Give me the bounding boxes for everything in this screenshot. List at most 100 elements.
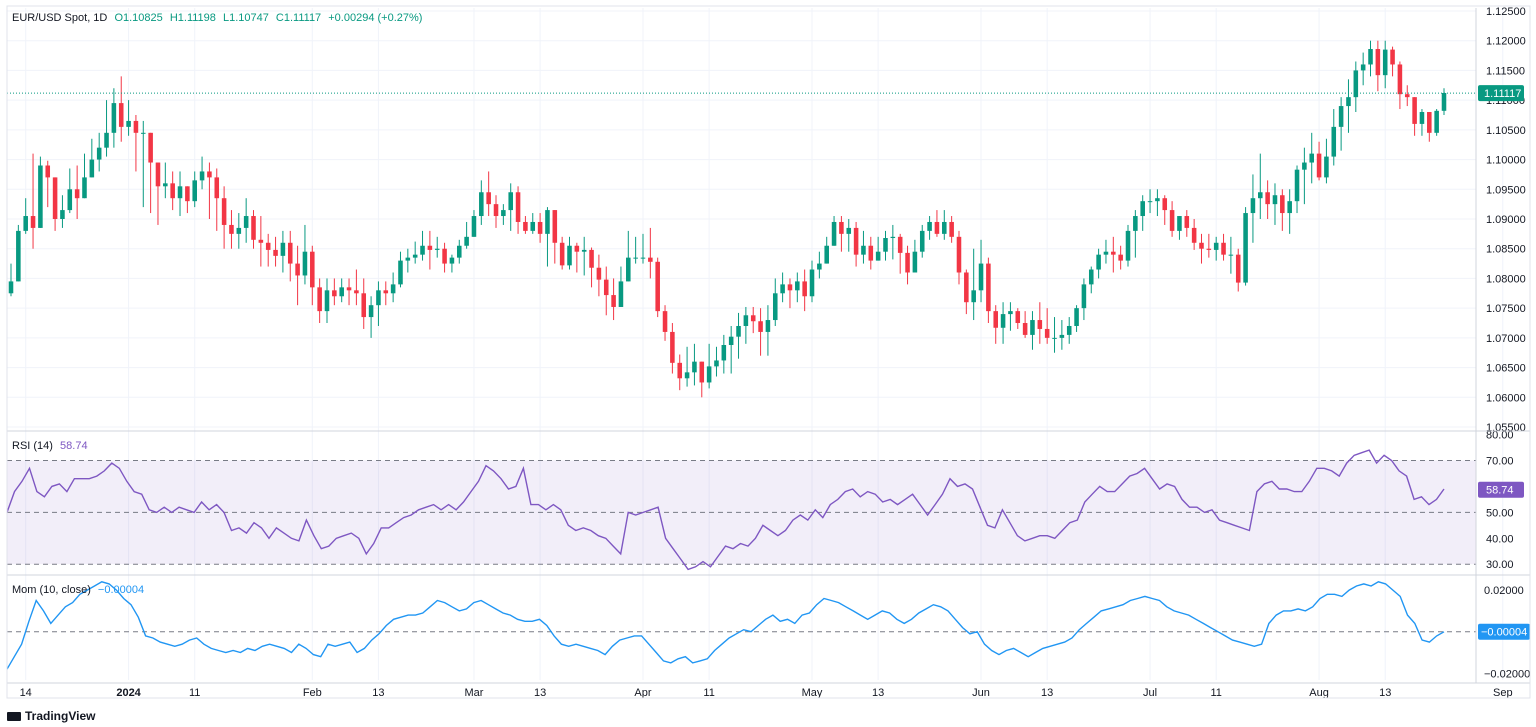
candle-body (1294, 169, 1300, 202)
mom-label[interactable]: Mom (10, close) (12, 584, 91, 596)
candle-body (1427, 112, 1432, 133)
candle-body (221, 198, 227, 225)
candle-body (16, 230, 21, 282)
rsi-tick-label: 50.00 (1486, 507, 1514, 519)
candle-body (1213, 242, 1219, 250)
candle-body (1353, 70, 1359, 98)
price-tick-label: 1.12500 (1486, 6, 1526, 18)
time-tick-label: Aug (1309, 687, 1329, 699)
candle-body (339, 287, 344, 297)
rsi-label[interactable]: RSI (14) (12, 440, 53, 452)
candle-body (1191, 227, 1197, 243)
mom-legend-value: −0.00004 (97, 584, 145, 596)
candle-body (949, 221, 954, 237)
candle-body (148, 132, 153, 163)
candle-body (964, 272, 969, 303)
candle-body (163, 183, 168, 187)
symbol-label[interactable]: EUR/USD Spot, 1D (12, 12, 108, 24)
candle-body (23, 216, 28, 231)
candle-body (1250, 198, 1256, 214)
candle-body (376, 290, 381, 306)
price-tick-label: 1.10500 (1486, 125, 1526, 137)
tradingview-brand[interactable]: TradingView (7, 709, 95, 723)
time-tick-label: 13 (1379, 687, 1391, 699)
candle-body (104, 132, 109, 148)
candle-body (273, 249, 278, 256)
candle-body (1309, 153, 1315, 163)
candle-body (956, 236, 962, 273)
candle-body (589, 249, 594, 268)
rsi-tick-label: 80.00 (1486, 430, 1514, 442)
candle-body (214, 177, 220, 199)
candle-body (706, 366, 712, 383)
candle-body (1125, 230, 1131, 261)
candle-body (758, 321, 763, 332)
candle-body (1008, 311, 1013, 315)
candle-body (596, 267, 602, 280)
time-tick-label: Feb (303, 687, 322, 699)
candle-body (1302, 162, 1307, 170)
candle-body (1088, 269, 1094, 285)
candle-body (501, 210, 506, 217)
price-tick-label: 1.06000 (1486, 392, 1526, 404)
candle-body (1397, 64, 1403, 95)
candle-body (258, 239, 264, 243)
low-value: L1.10747 (222, 12, 269, 24)
candle-body (265, 242, 271, 250)
candle-body (868, 245, 874, 261)
candle-body (765, 320, 771, 332)
candle-body (861, 245, 866, 255)
candle-body (626, 257, 631, 282)
candle-body (1368, 49, 1373, 65)
time-tick-label: 2024 (116, 687, 141, 699)
candle-body (287, 242, 293, 264)
chart-border (6, 5, 1531, 699)
price-tick-label: 1.08000 (1486, 273, 1526, 285)
mom-pane: 0.02000 −0.02000 −0.00004 (6, 581, 1530, 680)
candle-body (912, 251, 918, 273)
candle-body (1324, 156, 1329, 178)
price-axis: 1.125001.120001.115001.110001.105001.100… (1478, 6, 1526, 434)
candle-body (839, 221, 844, 234)
time-tick-label: 11 (1210, 687, 1221, 699)
candle-body (559, 242, 565, 266)
candle-body (824, 245, 829, 264)
candle-body (537, 221, 543, 234)
candle-body (1419, 112, 1425, 124)
candle-body (581, 249, 587, 252)
candle-body (552, 210, 558, 243)
candle-body (1338, 106, 1344, 127)
time-tick-label: 14 (20, 687, 32, 699)
price-tick-label: 1.09500 (1486, 184, 1526, 196)
candle-body (802, 281, 807, 297)
candle-body (1000, 314, 1006, 328)
candle-body (420, 245, 425, 255)
mom-legend: Mom (10, close) −0.00004 (12, 584, 148, 596)
candle-body (919, 230, 925, 252)
candle-body (434, 248, 440, 250)
candle-body (714, 360, 719, 367)
candle-body (1081, 284, 1087, 309)
candle-body (795, 281, 800, 291)
mom-value-tag (1478, 623, 1530, 640)
candle-body (736, 325, 741, 337)
candle-body (1111, 251, 1116, 255)
candle-body (655, 261, 660, 312)
price-tick-label: 1.11500 (1486, 65, 1525, 77)
candle-body (934, 221, 940, 234)
candle-body (743, 315, 749, 326)
time-tick-label: Jul (1143, 687, 1157, 699)
candle-body (427, 245, 433, 250)
candle-body (846, 227, 852, 234)
tradingview-logo-icon (7, 711, 21, 721)
candle-body (728, 336, 734, 346)
candle-body (361, 293, 367, 318)
candle-body (310, 251, 315, 288)
candle-body (1221, 242, 1226, 255)
candle-body (155, 162, 161, 187)
candle-body (486, 192, 491, 205)
candle-body (787, 284, 793, 291)
rsi-legend-value: 58.74 (60, 440, 88, 452)
